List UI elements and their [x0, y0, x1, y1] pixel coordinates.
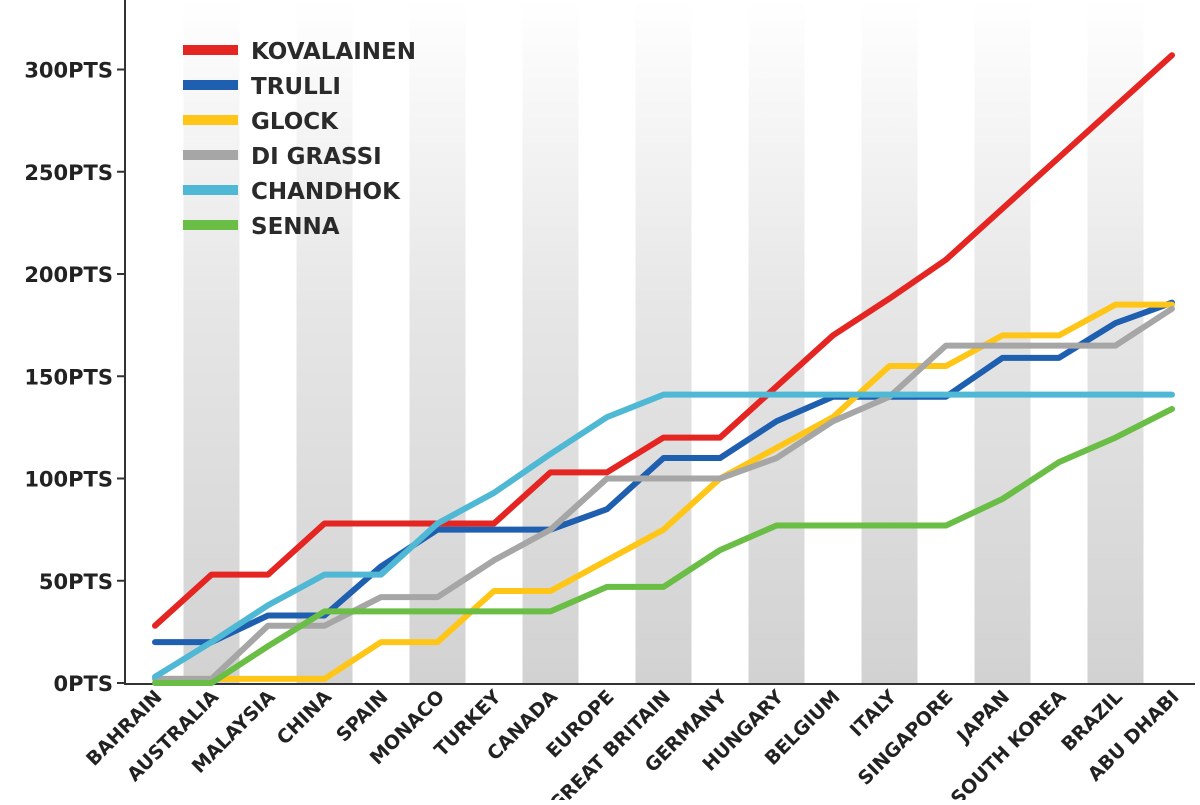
legend-swatch [183, 45, 238, 55]
grid-band [183, 0, 240, 683]
background-bands [183, 0, 1144, 683]
x-tick-labels: BAHRAINAUSTRALIAMALAYSIACHINASPAINMONACO… [82, 686, 1183, 805]
axes [124, 0, 1195, 685]
series-line-di-grassi [152, 305, 1175, 682]
legend-label: DI GRASSI [251, 144, 382, 170]
grid-band [522, 0, 579, 683]
grid-band [409, 0, 466, 683]
legend: KOVALAINEN TRULLI GLOCK DI GRASSI CHANDHOK SE… [183, 39, 416, 240]
legend-label: SENNA [251, 214, 340, 240]
y-tick-label: 50PTS [39, 570, 113, 594]
series-line-glock [152, 301, 1175, 682]
series-line-chandhok [152, 391, 1175, 680]
y-tick-label: 250PTS [24, 161, 113, 185]
y-tick-label: 100PTS [24, 468, 113, 492]
series-lines [152, 52, 1175, 686]
y-tick-label: 200PTS [24, 263, 113, 287]
grid-band [1087, 0, 1144, 683]
grid-band [296, 0, 353, 683]
legend-swatch [183, 80, 238, 90]
legend-swatch [183, 115, 238, 125]
legend-label: TRULLI [251, 74, 341, 100]
legend-swatch [183, 150, 238, 160]
grid-band [748, 0, 805, 683]
legend-swatch [183, 185, 238, 195]
grid-band [861, 0, 918, 683]
series-line-senna [152, 405, 1175, 686]
grid-band [635, 0, 692, 683]
x-tick-label: CHINA [273, 686, 337, 750]
y-tick-label: 300PTS [24, 59, 113, 83]
legend-label: CHANDHOK [251, 179, 401, 205]
legend-swatch [183, 220, 238, 230]
x-tick-label: ITALY [846, 686, 901, 741]
legend-label: KOVALAINEN [251, 39, 416, 65]
series-line-kovalainen [152, 52, 1175, 629]
y-tick-label: 0PTS [54, 672, 113, 696]
series-line-trulli [152, 299, 1175, 646]
grid-band [974, 0, 1031, 683]
y-tick-label: 150PTS [24, 365, 113, 389]
y-tick-labels: 0PTS 50PTS 100PTS 150PTS 200PTS 250PTS 300PTS [24, 59, 125, 696]
legend-label: GLOCK [251, 109, 339, 135]
